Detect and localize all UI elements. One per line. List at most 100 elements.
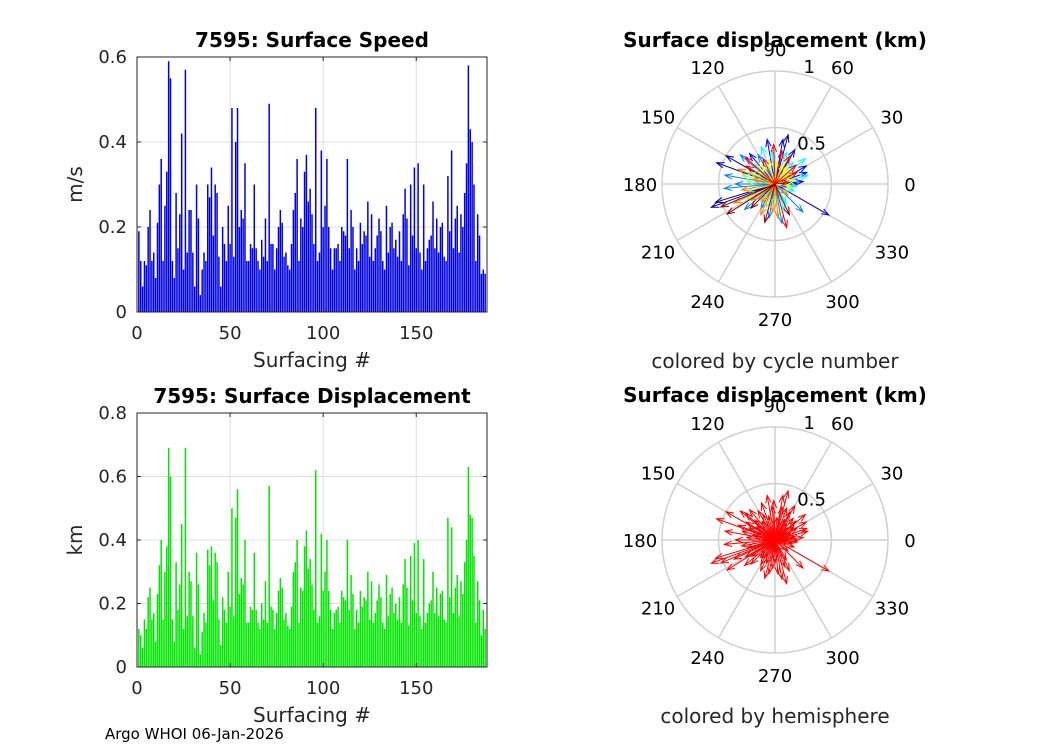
bar <box>225 261 228 312</box>
bar <box>272 244 274 312</box>
bar <box>374 613 377 667</box>
bar <box>249 244 252 312</box>
arrow-shaft <box>773 144 776 185</box>
bar <box>242 218 244 312</box>
arrow-head <box>782 532 792 539</box>
arrow-head <box>714 552 724 560</box>
polar-angle-label: 120 <box>690 414 724 435</box>
bar <box>251 609 254 667</box>
bar <box>240 210 242 312</box>
displacement-arrow <box>751 177 776 185</box>
bar <box>348 248 350 312</box>
arrow-shaft <box>774 183 792 188</box>
bar <box>229 606 231 667</box>
bar <box>288 269 291 312</box>
bar <box>247 261 250 312</box>
polar-angle-label: 330 <box>875 243 909 264</box>
bar <box>344 600 347 667</box>
bar <box>141 647 144 667</box>
bar <box>443 256 445 312</box>
arrow-head <box>778 494 785 504</box>
bar <box>449 597 451 667</box>
bar <box>175 562 177 667</box>
arrow-shaft <box>774 183 795 192</box>
arrow-head <box>765 494 772 504</box>
displacement-arrow <box>761 539 776 560</box>
displacement-arrow <box>749 183 776 210</box>
arrow-head <box>748 508 757 518</box>
arrow-shaft <box>724 539 776 545</box>
arrow-shaft <box>774 539 830 572</box>
displacement-arrow <box>761 520 776 541</box>
arrow-head <box>719 201 729 208</box>
x-tick-label: 0 <box>131 323 142 344</box>
arrow-head <box>751 177 761 184</box>
bar <box>287 625 289 667</box>
bar <box>177 609 179 667</box>
bar <box>143 619 146 667</box>
polar-angle-label: 60 <box>831 58 854 79</box>
bar <box>404 559 406 667</box>
bar <box>426 248 429 312</box>
bar <box>452 613 455 667</box>
arrow-head <box>715 518 725 525</box>
bar <box>359 590 362 667</box>
displacement-arrow <box>765 494 776 541</box>
bar <box>186 252 189 312</box>
bar <box>342 231 345 312</box>
bar <box>396 619 399 667</box>
bar <box>361 244 364 312</box>
bar <box>203 252 205 312</box>
arrow-head <box>745 521 755 529</box>
arrow-shaft <box>762 158 776 185</box>
bar <box>171 261 174 312</box>
arrow-head <box>733 536 744 544</box>
arrow-head <box>744 512 754 521</box>
arrow-head <box>783 538 794 545</box>
displacement-arrow <box>774 539 788 586</box>
bar <box>452 248 455 312</box>
bar <box>233 616 235 667</box>
bar <box>328 227 330 312</box>
bar <box>246 261 248 312</box>
bar <box>177 248 179 312</box>
bar <box>475 622 477 667</box>
displacement-arrow <box>774 182 794 189</box>
arrow-shaft <box>768 159 776 185</box>
bar <box>147 227 149 312</box>
arrow-head <box>767 209 774 219</box>
polar-caption: colored by cycle number <box>651 349 899 373</box>
arrow-head <box>797 157 807 166</box>
bar <box>238 227 241 312</box>
y-axis-label: m/s <box>63 166 87 203</box>
bar <box>419 252 421 312</box>
bar <box>439 227 442 312</box>
bar <box>238 593 241 667</box>
bar <box>471 142 473 312</box>
arrow-shaft <box>744 183 776 210</box>
displacement-arrow <box>740 539 776 548</box>
bar <box>324 205 326 312</box>
arrow-head <box>767 514 774 525</box>
arrow-shaft <box>774 183 830 216</box>
arrow-head <box>749 200 759 210</box>
arrow-head <box>788 164 798 173</box>
bar <box>447 517 449 667</box>
bar <box>212 235 215 312</box>
arrow-shaft <box>774 539 792 544</box>
bar <box>320 150 323 312</box>
displacement-arrow <box>774 164 798 185</box>
bar <box>192 252 194 312</box>
bar <box>190 581 192 667</box>
arrow-shaft <box>768 515 776 541</box>
bar <box>350 574 352 667</box>
displacement-arrow <box>744 512 776 541</box>
bar <box>158 565 161 667</box>
displacement-arrow <box>774 171 799 185</box>
arrow-shaft <box>738 524 776 541</box>
bar <box>305 530 308 667</box>
bar <box>339 622 341 667</box>
arrow-head <box>781 219 788 230</box>
polar-angle-label: 270 <box>758 666 792 687</box>
bar <box>199 654 202 667</box>
